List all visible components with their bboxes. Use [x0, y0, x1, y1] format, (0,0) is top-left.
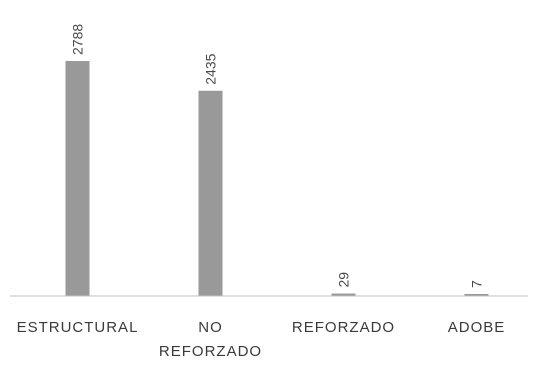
- category-label-1-line-1: REFORZADO: [159, 343, 262, 360]
- bar-2: [331, 293, 356, 296]
- category-label-2-line-0: REFORZADO: [292, 319, 395, 336]
- bar-1: [198, 90, 223, 296]
- bars: [65, 61, 489, 296]
- bar-3: [464, 294, 489, 296]
- data-label-3: 7: [469, 280, 485, 288]
- data-label-2: 29: [336, 272, 352, 288]
- category-label-1-line-0: NO: [198, 319, 223, 336]
- data-label-0: 2788: [70, 24, 86, 55]
- category-label-3-line-0: ADOBE: [448, 319, 506, 336]
- bar-0: [65, 61, 90, 296]
- category-labels: ESTRUCTURAL NO REFORZADO REFORZADO ADOBE: [17, 319, 506, 360]
- category-label-0-line-0: ESTRUCTURAL: [17, 319, 139, 336]
- data-label-1: 2435: [203, 53, 219, 84]
- data-labels: 2788 2435 29 7: [70, 24, 485, 288]
